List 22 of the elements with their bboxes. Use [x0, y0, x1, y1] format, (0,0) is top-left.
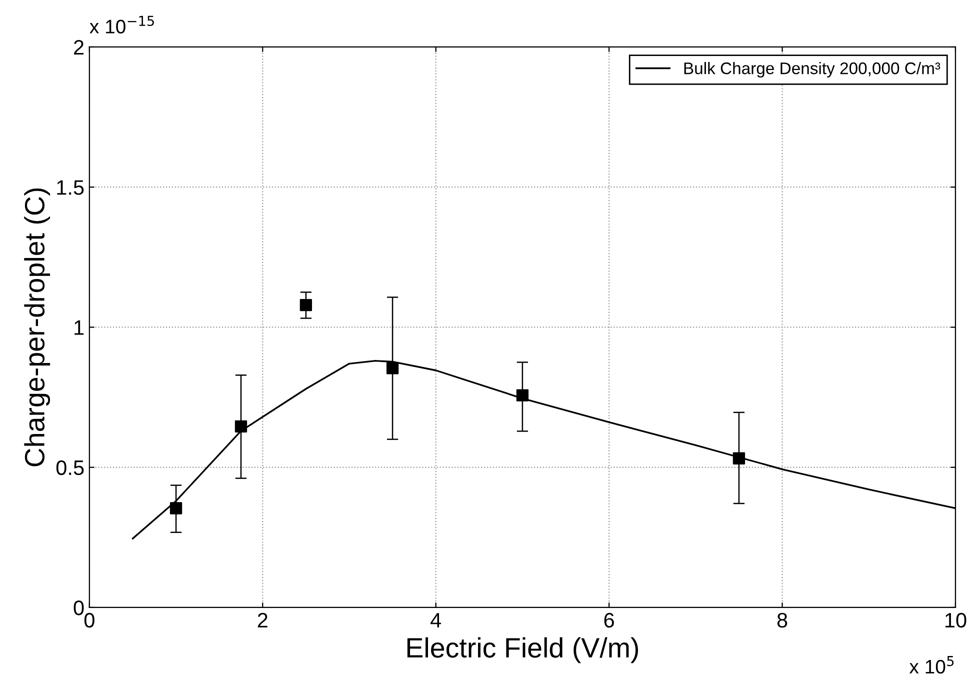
- x-tick-label: 10: [945, 612, 966, 628]
- x-tick-label: 4: [430, 613, 442, 628]
- x-tick-label: 6: [604, 612, 614, 628]
- point: [300, 299, 312, 312]
- point: [234, 420, 248, 432]
- point: [516, 389, 529, 402]
- y-tick-label: 1: [74, 320, 84, 335]
- x-tick-label: 2: [258, 612, 268, 628]
- text: x 10$^{−15}$: [90, 16, 154, 34]
- y-tick-label: 2: [74, 40, 84, 55]
- x-axis-title: Electric Field (V/m): [407, 637, 638, 664]
- text: x 10$^{5}$: [909, 656, 954, 674]
- y-tick-label: 0.5: [56, 460, 84, 476]
- point: [732, 452, 746, 464]
- x-tick-label: 8: [777, 612, 788, 628]
- point: [386, 362, 399, 374]
- y-tick-label: 0: [74, 600, 84, 616]
- y-tick-label: 1.5: [57, 180, 84, 195]
- point: [170, 502, 182, 514]
- x-tick-label: 0: [84, 612, 94, 628]
- y-axis-title: Charge-per-droplet (C): [24, 188, 50, 466]
- legend-label: Bulk Charge Density 200,000 C/m³: [684, 62, 940, 78]
